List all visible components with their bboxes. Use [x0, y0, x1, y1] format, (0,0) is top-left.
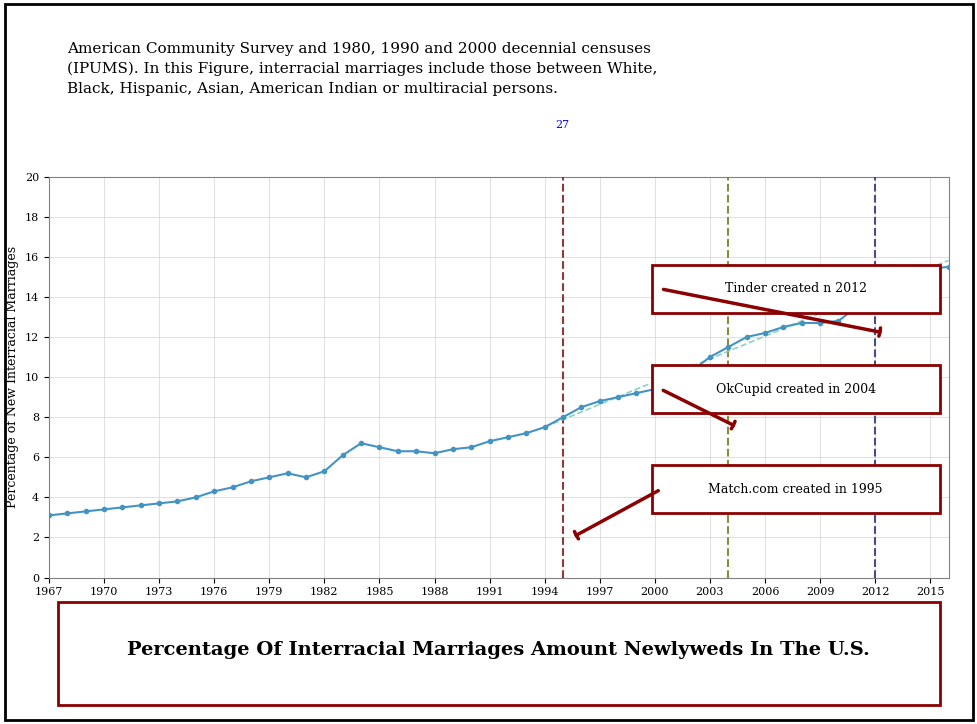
Text: 27: 27	[555, 120, 569, 130]
X-axis label: Year: Year	[482, 603, 515, 617]
Text: Tinder created n 2012: Tinder created n 2012	[724, 282, 866, 295]
FancyBboxPatch shape	[651, 466, 939, 513]
Text: American Community Survey and 1980, 1990 and 2000 decennial censuses
(IPUMS). In: American Community Survey and 1980, 1990…	[66, 42, 657, 96]
Text: OkCupid created in 2004: OkCupid created in 2004	[715, 382, 874, 395]
Text: Match.com created in 1995: Match.com created in 1995	[707, 483, 882, 496]
Text: Percentage Of Interracial Marriages Amount Newlyweds In The U.S.: Percentage Of Interracial Marriages Amou…	[127, 641, 870, 659]
FancyBboxPatch shape	[651, 265, 939, 313]
FancyBboxPatch shape	[651, 365, 939, 413]
FancyBboxPatch shape	[58, 602, 939, 705]
Y-axis label: Percentage of New Interracial Marriages: Percentage of New Interracial Marriages	[7, 246, 20, 508]
